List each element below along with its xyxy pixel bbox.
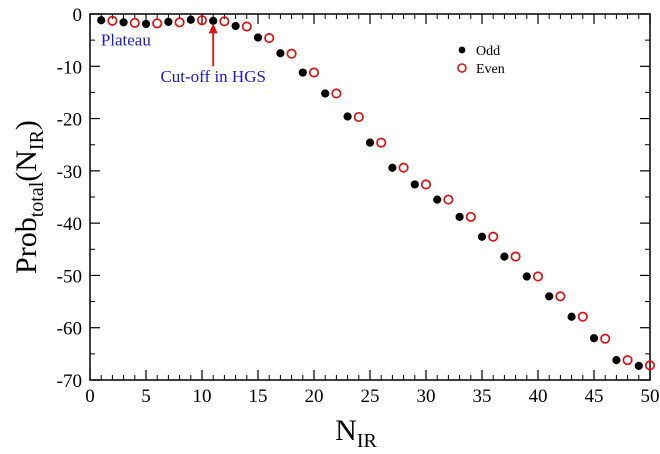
point-even [443, 194, 454, 205]
x-tick-label: 50 [641, 386, 660, 407]
x-tick-label: 20 [305, 386, 324, 407]
annotation-plateau: Plateau [101, 30, 152, 49]
point-odd [141, 19, 151, 29]
point-even [219, 16, 230, 27]
x-tick-label: 45 [585, 386, 604, 407]
point-even [555, 291, 566, 302]
annotations: Plateau Cut-off in HGS [101, 23, 266, 86]
y-tick-label: -10 [57, 57, 82, 78]
point-even [196, 15, 208, 26]
legend: Odd Even [457, 44, 505, 77]
point-even [532, 271, 544, 282]
point-odd [567, 312, 576, 321]
point-even [644, 360, 656, 371]
point-even [152, 18, 163, 29]
point-even [331, 88, 342, 99]
point-odd [522, 272, 531, 281]
annotation-arrow-head [208, 23, 218, 34]
point-even [308, 67, 320, 78]
y-tick-label: -50 [57, 266, 82, 287]
y-tick-label: -20 [57, 110, 82, 131]
point-odd [500, 252, 509, 261]
point-odd [209, 16, 218, 25]
point-even [353, 111, 364, 123]
point-odd [164, 17, 173, 26]
y-axis-title: Probtotal(NIR) [10, 120, 48, 274]
point-even [129, 17, 140, 28]
axis-titles: NIR Probtotal(NIR) [10, 120, 377, 452]
x-tick-label: 0 [85, 386, 95, 407]
point-odd [321, 89, 330, 98]
point-even [622, 355, 633, 366]
x-tick-label: 30 [417, 386, 436, 407]
point-even [577, 311, 588, 322]
legend-marker-even [457, 63, 467, 73]
point-odd [589, 334, 599, 343]
y-tick-label: -30 [57, 162, 82, 183]
point-odd [545, 292, 554, 301]
x-tick-label: 25 [361, 386, 380, 407]
point-even [398, 162, 409, 173]
point-even [510, 251, 521, 262]
point-odd [612, 356, 621, 365]
point-even [107, 15, 118, 26]
legend-label-even: Even [476, 62, 505, 77]
legend-marker-odd [458, 46, 466, 54]
point-even [600, 333, 611, 344]
point-even [465, 211, 476, 222]
point-even [420, 179, 432, 190]
point-even [376, 137, 387, 148]
point-odd [343, 112, 352, 121]
point-odd [253, 33, 263, 42]
point-odd [119, 18, 128, 27]
point-even [264, 33, 275, 44]
y-tick-label: -40 [57, 214, 82, 235]
annotation-cutoff: Cut-off in HGS [160, 67, 265, 86]
plot-area: 0 5 10 15 20 25 30 35 40 45 50 0 -10 -20 -30 -40 -50 -60 -… [57, 5, 660, 407]
point-even [174, 17, 185, 28]
point-odd [186, 15, 195, 24]
point-odd [634, 361, 643, 370]
point-odd [97, 16, 106, 25]
point-odd [365, 138, 375, 147]
y-tick-label: -70 [57, 371, 82, 392]
point-odd [231, 21, 240, 31]
x-tick-label: 35 [473, 386, 492, 407]
point-even [488, 231, 499, 242]
point-odd [388, 163, 397, 172]
y-tick-label: -60 [57, 319, 82, 340]
x-tick-label: 10 [193, 386, 212, 407]
x-tick-label: 40 [529, 386, 548, 407]
point-odd [477, 232, 487, 241]
x-axis-title: NIR [335, 414, 377, 452]
y-tick-label: 0 [73, 5, 83, 26]
point-even [286, 48, 297, 59]
point-odd [410, 180, 419, 189]
point-odd [276, 49, 285, 58]
point-odd [455, 212, 464, 221]
data-marks [97, 15, 656, 371]
legend-label-odd: Odd [476, 44, 500, 59]
x-tick-label: 5 [141, 386, 151, 407]
x-tick-label: 15 [249, 386, 268, 407]
point-even [241, 21, 252, 32]
point-odd [433, 195, 442, 204]
point-odd [298, 68, 307, 77]
